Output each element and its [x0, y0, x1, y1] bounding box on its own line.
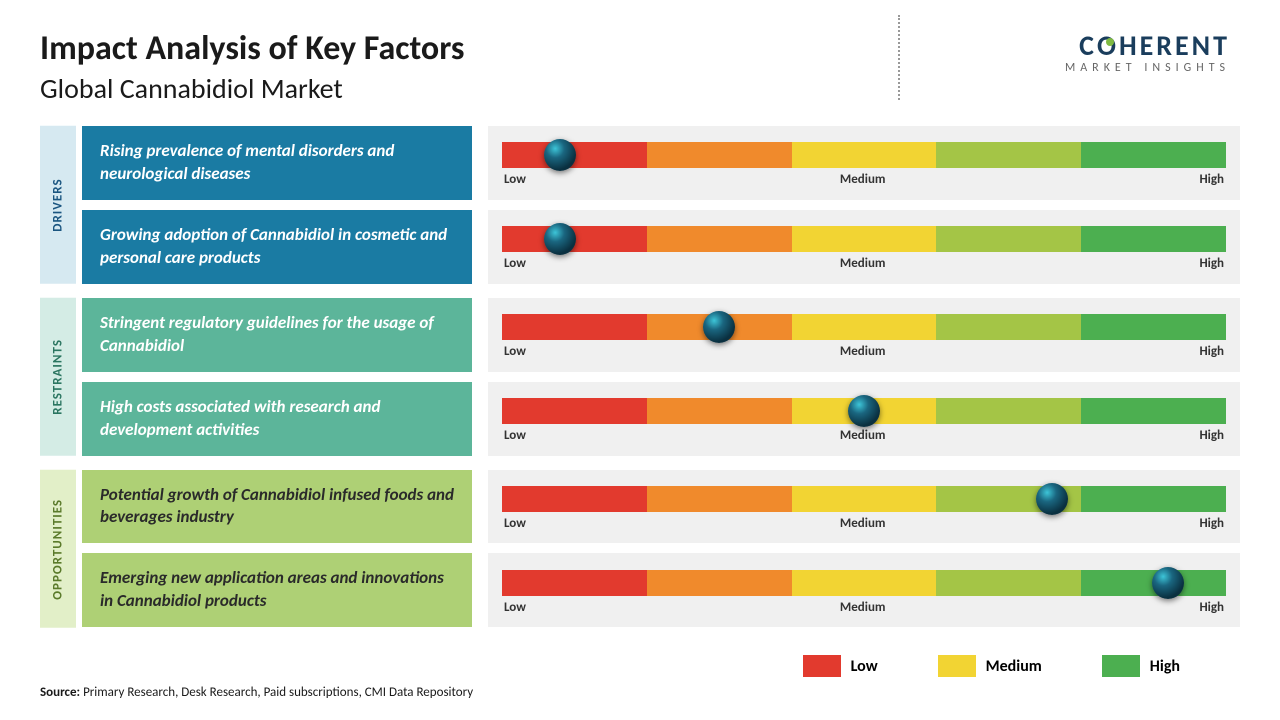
- slider-segment: [647, 142, 792, 168]
- impact-slider: Low Medium High: [488, 382, 1240, 456]
- slider-label-low: Low: [504, 256, 526, 271]
- slider-segment: [647, 398, 792, 424]
- slider-knob-icon: [848, 395, 880, 427]
- slider-knob-icon: [544, 139, 576, 171]
- impact-slider: Low Medium High: [488, 126, 1240, 200]
- slider-segment: [936, 226, 1081, 252]
- legend-item: High: [1102, 655, 1180, 677]
- factor-text: Potential growth of Cannabidiol infused …: [82, 470, 472, 544]
- legend-item: Medium: [938, 655, 1042, 677]
- slider-segment: [1081, 226, 1226, 252]
- factor-text: Stringent regulatory guidelines for the …: [82, 298, 472, 372]
- legend-swatch: [1102, 655, 1140, 677]
- slider-segment: [792, 570, 937, 596]
- slider-label-low: Low: [504, 344, 526, 359]
- slider-label-high: High: [1199, 344, 1224, 359]
- impact-slider: Low Medium High: [488, 210, 1240, 284]
- factor-row: Potential growth of Cannabidiol infused …: [82, 470, 1240, 544]
- page-subtitle: Global Cannabidiol Market: [40, 71, 464, 106]
- slider-segment: [792, 486, 937, 512]
- slider-segment: [1081, 398, 1226, 424]
- slider-segment: [647, 226, 792, 252]
- slider-label-high: High: [1199, 172, 1224, 187]
- legend-label: Low: [851, 657, 878, 676]
- slider-label-low: Low: [504, 516, 526, 531]
- factor-row: Rising prevalence of mental disorders an…: [82, 126, 1240, 200]
- logo-o-icon: O: [1097, 28, 1119, 63]
- page-title: Impact Analysis of Key Factors: [40, 28, 464, 69]
- slider-label-medium: Medium: [840, 600, 886, 615]
- category-label-opportunities: OPPORTUNITIES: [40, 470, 76, 628]
- slider-knob-icon: [1036, 483, 1068, 515]
- header: Impact Analysis of Key Factors Global Ca…: [40, 28, 1240, 106]
- source-note: Source: Primary Research, Desk Research,…: [40, 685, 473, 700]
- factor-text: High costs associated with research and …: [82, 382, 472, 456]
- slider-segment: [1081, 142, 1226, 168]
- slider-label-high: High: [1199, 428, 1224, 443]
- slider-label-high: High: [1199, 600, 1224, 615]
- factor-row: High costs associated with research and …: [82, 382, 1240, 456]
- header-divider: [898, 15, 900, 100]
- factor-row: Growing adoption of Cannabidiol in cosme…: [82, 210, 1240, 284]
- source-text: Primary Research, Desk Research, Paid su…: [80, 685, 473, 700]
- slider-label-medium: Medium: [840, 256, 886, 271]
- slider-label-low: Low: [504, 600, 526, 615]
- slider-segment: [792, 314, 937, 340]
- legend: Low Medium High: [40, 655, 1240, 677]
- slider-label-medium: Medium: [840, 516, 886, 531]
- slider-segment: [1081, 314, 1226, 340]
- brand-logo: COHERENT MARKET INSIGHTS: [1065, 28, 1240, 75]
- factor-text: Rising prevalence of mental disorders an…: [82, 126, 472, 200]
- factor-rows: DRIVERSRising prevalence of mental disor…: [40, 126, 1240, 627]
- slider-segment: [502, 486, 647, 512]
- slider-segment: [647, 486, 792, 512]
- slider-label-medium: Medium: [840, 428, 886, 443]
- impact-slider: Low Medium High: [488, 298, 1240, 372]
- category-label-drivers: DRIVERS: [40, 126, 76, 284]
- impact-slider: Low Medium High: [488, 470, 1240, 544]
- source-label: Source:: [40, 685, 80, 700]
- legend-swatch: [938, 655, 976, 677]
- slider-segment: [936, 570, 1081, 596]
- factor-text: Growing adoption of Cannabidiol in cosme…: [82, 210, 472, 284]
- logo-pre: C: [1079, 28, 1097, 63]
- logo-sub: MARKET INSIGHTS: [1065, 61, 1230, 75]
- legend-swatch: [803, 655, 841, 677]
- slider-segment: [936, 314, 1081, 340]
- slider-segment: [792, 142, 937, 168]
- factor-text: Emerging new application areas and innov…: [82, 553, 472, 627]
- impact-slider: Low Medium High: [488, 553, 1240, 627]
- slider-segment: [502, 398, 647, 424]
- legend-item: Low: [803, 655, 878, 677]
- slider-label-medium: Medium: [840, 344, 886, 359]
- slider-segment: [502, 570, 647, 596]
- factor-row: Stringent regulatory guidelines for the …: [82, 298, 1240, 372]
- slider-knob-icon: [703, 311, 735, 343]
- legend-label: Medium: [986, 657, 1042, 676]
- slider-segment: [1081, 486, 1226, 512]
- slider-label-low: Low: [504, 428, 526, 443]
- slider-label-low: Low: [504, 172, 526, 187]
- slider-knob-icon: [544, 223, 576, 255]
- slider-segment: [792, 226, 937, 252]
- legend-label: High: [1150, 657, 1180, 676]
- slider-label-medium: Medium: [840, 172, 886, 187]
- slider-knob-icon: [1152, 567, 1184, 599]
- slider-segment: [936, 142, 1081, 168]
- logo-post: HERENT: [1119, 28, 1230, 63]
- slider-segment: [502, 314, 647, 340]
- slider-segment: [936, 398, 1081, 424]
- category-label-restraints: RESTRAINTS: [40, 298, 76, 456]
- factor-row: Emerging new application areas and innov…: [82, 553, 1240, 627]
- slider-segment: [647, 570, 792, 596]
- slider-label-high: High: [1199, 256, 1224, 271]
- slider-label-high: High: [1199, 516, 1224, 531]
